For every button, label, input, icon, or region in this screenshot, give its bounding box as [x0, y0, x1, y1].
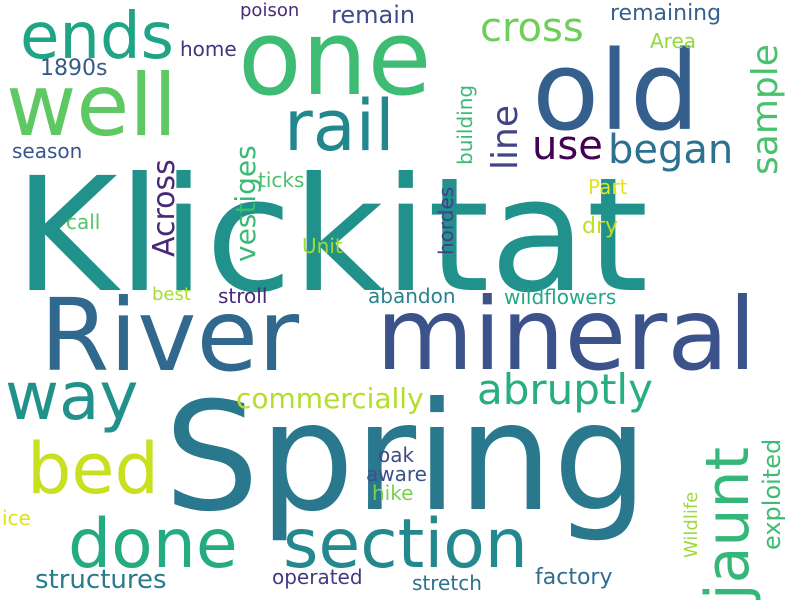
- word-abruptly: abruptly: [477, 365, 653, 414]
- word-well: well: [6, 56, 178, 156]
- word-best: best: [152, 284, 191, 305]
- word-wildflowers: wildflowers: [504, 285, 617, 309]
- word-ticks: ticks: [258, 168, 305, 192]
- word-river: River: [40, 277, 300, 394]
- word-remaining: remaining: [610, 1, 722, 26]
- word-stroll: stroll: [218, 284, 268, 308]
- word-season: season: [12, 139, 83, 163]
- word-use: use: [532, 123, 603, 169]
- word-operated: operated: [272, 565, 363, 589]
- word-area: Area: [650, 29, 697, 53]
- word-factory: factory: [535, 565, 613, 590]
- word-dry: dry: [582, 214, 619, 239]
- word-part: Part: [588, 175, 628, 199]
- word-ice: ice: [2, 506, 31, 530]
- word-ends: ends: [20, 0, 174, 74]
- word-remain: remain: [331, 1, 416, 29]
- word-aware: aware: [366, 462, 427, 486]
- word-abandon: abandon: [368, 284, 456, 308]
- word-jaunt: jaunt: [693, 446, 763, 600]
- word-sample: sample: [745, 44, 786, 175]
- word-stretch: stretch: [412, 571, 482, 595]
- word-hordes: hordes: [434, 186, 458, 255]
- word-wildlife: Wildlife: [681, 491, 702, 558]
- word-old: old: [532, 27, 700, 155]
- word-oak: oak: [378, 443, 415, 467]
- word-1890s: 1890s: [40, 56, 108, 81]
- word-across: Across: [147, 159, 182, 257]
- word-line: line: [485, 105, 526, 170]
- word-unit: Unit: [302, 234, 343, 258]
- word-began: began: [608, 127, 734, 173]
- word-done: done: [68, 505, 238, 584]
- word-home: home: [180, 37, 237, 61]
- word-hike: hike: [372, 481, 414, 505]
- word-poison: poison: [240, 0, 300, 21]
- word-one: one: [238, 0, 432, 119]
- word-vestiges: vestiges: [229, 145, 262, 262]
- word-commercially: commercially: [236, 382, 424, 415]
- word-structures: structures: [35, 565, 167, 595]
- word-building: building: [453, 84, 477, 165]
- word-mineral: mineral: [376, 276, 757, 393]
- word-way: way: [5, 358, 139, 435]
- word-call: call: [66, 210, 101, 234]
- word-section: section: [283, 505, 528, 584]
- word-exploited: exploited: [758, 438, 786, 550]
- word-bed: bed: [27, 428, 159, 510]
- word-klickitat: Klickitat: [14, 144, 649, 328]
- word-rail: rail: [284, 85, 395, 167]
- word-cross: cross: [480, 5, 584, 51]
- word-spring: Spring: [164, 371, 649, 545]
